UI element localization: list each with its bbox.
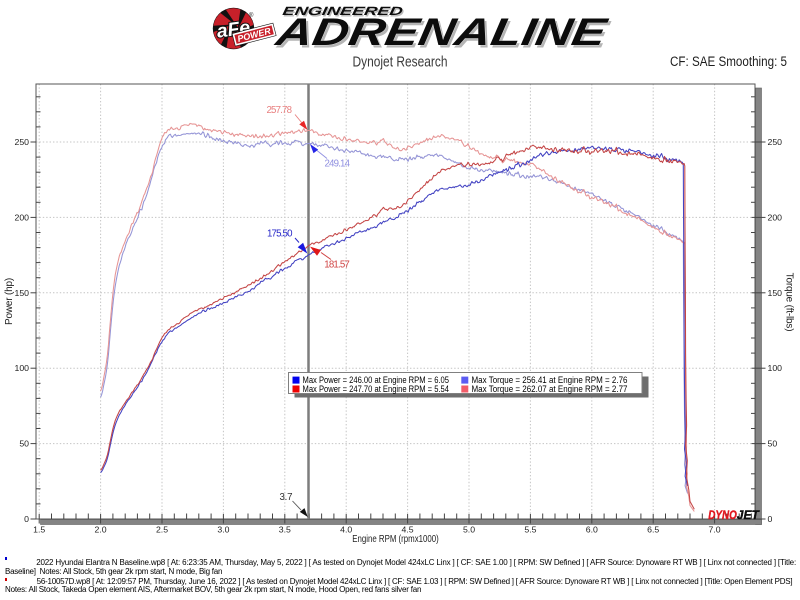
svg-text:ENGINEERED: ENGINEERED xyxy=(281,4,404,18)
svg-text:5.0: 5.0 xyxy=(463,525,475,535)
svg-text:249.14: 249.14 xyxy=(325,159,351,170)
svg-text:257.78: 257.78 xyxy=(267,105,293,116)
svg-text:JET: JET xyxy=(737,508,761,522)
svg-text:150: 150 xyxy=(15,288,30,298)
svg-text:Max Torque = 256.41 at Engine: Max Torque = 256.41 at Engine RPM = 2.76 xyxy=(472,375,628,386)
svg-text:181.57: 181.57 xyxy=(324,260,350,271)
svg-text:Torque (ft-lbs): Torque (ft-lbs) xyxy=(784,273,795,332)
svg-text:Engine RPM (rpmx1000): Engine RPM (rpmx1000) xyxy=(352,533,439,545)
svg-text:4.0: 4.0 xyxy=(340,525,352,535)
svg-text:200: 200 xyxy=(768,212,783,222)
svg-text:Max Power = 246.00 at Engine R: Max Power = 246.00 at Engine RPM = 6.05 xyxy=(303,375,450,386)
svg-text:ADRENALINE: ADRENALINE xyxy=(274,14,613,57)
svg-text:250: 250 xyxy=(768,137,783,147)
svg-text:50: 50 xyxy=(768,439,778,449)
svg-text:ADRENALINE: ADRENALINE xyxy=(272,11,611,54)
svg-text:Power (hp): Power (hp) xyxy=(4,278,15,325)
svg-text:200: 200 xyxy=(15,212,30,222)
svg-text:CF: SAE Smoothing: 5: CF: SAE Smoothing: 5 xyxy=(670,54,787,69)
svg-text:1.5: 1.5 xyxy=(33,525,45,535)
svg-text:Max Torque = 262.07 at Engine: Max Torque = 262.07 at Engine RPM = 2.77 xyxy=(472,384,628,395)
svg-text:100: 100 xyxy=(15,363,30,373)
svg-text:0: 0 xyxy=(24,514,29,524)
svg-text:3.0: 3.0 xyxy=(217,525,229,535)
svg-text:®: ® xyxy=(249,12,254,19)
svg-text:ENGINEERED: ENGINEERED xyxy=(283,6,406,20)
svg-text:175.50: 175.50 xyxy=(267,229,293,240)
svg-text:7.0: 7.0 xyxy=(709,525,721,535)
svg-text:3.5: 3.5 xyxy=(279,525,291,535)
svg-text:2.0: 2.0 xyxy=(95,525,107,535)
svg-text:0: 0 xyxy=(768,514,773,524)
svg-text:2.5: 2.5 xyxy=(156,525,168,535)
svg-text:50: 50 xyxy=(19,439,29,449)
svg-text:DYNO: DYNO xyxy=(708,508,737,522)
svg-text:150: 150 xyxy=(768,288,783,298)
svg-text:Dynojet Research: Dynojet Research xyxy=(353,55,448,71)
svg-text:6.5: 6.5 xyxy=(647,525,659,535)
svg-text:3.7: 3.7 xyxy=(280,492,293,503)
svg-text:4.5: 4.5 xyxy=(402,525,414,535)
svg-text:100: 100 xyxy=(768,363,783,373)
svg-text:250: 250 xyxy=(15,137,30,147)
svg-text:6.0: 6.0 xyxy=(586,525,598,535)
svg-text:5.5: 5.5 xyxy=(524,525,536,535)
svg-text:Max Power = 247.70 at Engine R: Max Power = 247.70 at Engine RPM = 5.54 xyxy=(303,384,450,395)
